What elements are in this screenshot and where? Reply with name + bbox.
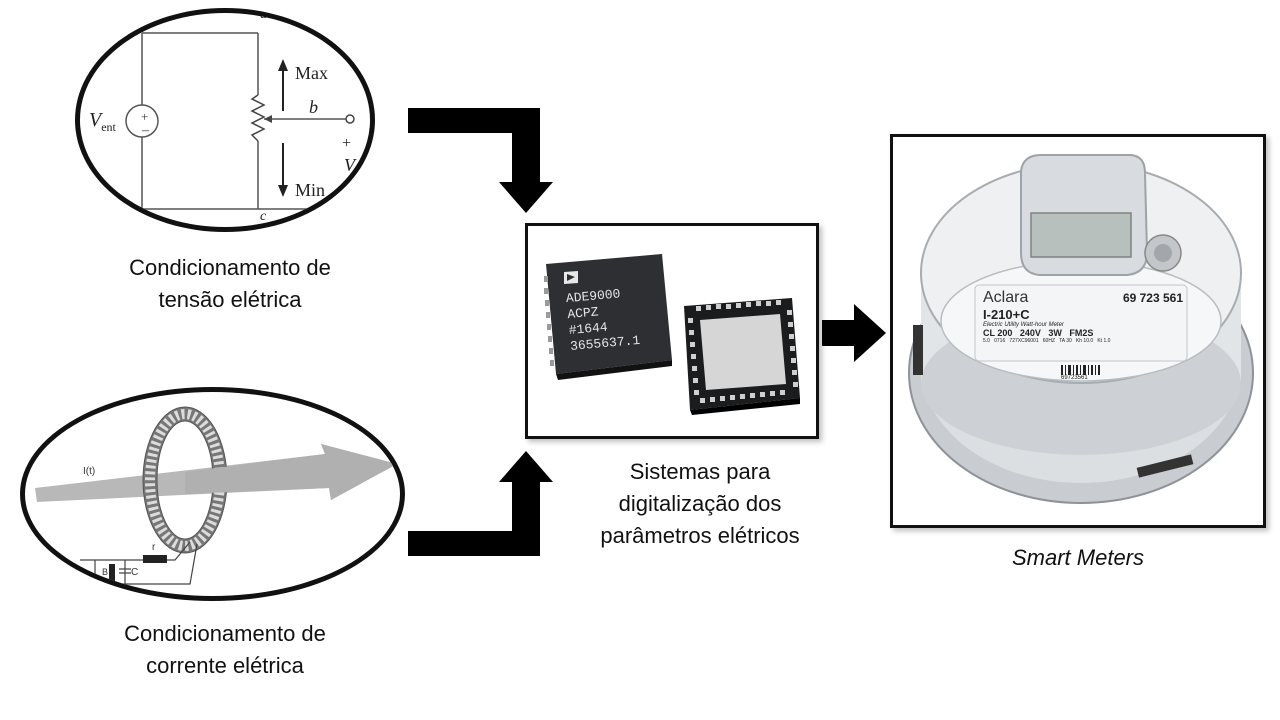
current-caption: Condicionamento de corrente elétrica xyxy=(75,618,375,682)
current-conditioning-ellipse: I(t) r C B xyxy=(20,387,405,601)
current-label: I(t) xyxy=(83,466,96,477)
adc-caption-line1: Sistemas para xyxy=(629,459,771,484)
voltage-caption-line2: tensão elétrica xyxy=(158,287,302,312)
current-caption-line1: Condicionamento de xyxy=(124,621,326,646)
burden-label: B xyxy=(102,567,109,577)
current-transformer-schematic xyxy=(35,406,397,585)
node-a-label: a xyxy=(260,8,267,22)
resistor-label: r xyxy=(152,542,156,553)
meter-label-text: Aclara 69 723 561 I-210+C Electric Utili… xyxy=(983,289,1183,344)
adc-chips-box: ADE9000 ACPZ #1644 3655637.1 xyxy=(525,223,819,439)
max-label: Max xyxy=(295,63,328,83)
source-plus: + xyxy=(141,109,149,124)
ade9000-chip xyxy=(544,254,672,380)
meter-barcode-text: 69723561 xyxy=(1061,375,1088,381)
output-plus: + xyxy=(342,135,352,152)
meter-model: I-210+C xyxy=(983,307,1030,322)
chip-marking: ADE9000 ACPZ #1644 3655637.1 xyxy=(565,285,641,355)
smart-meter-caption: Smart Meters xyxy=(1011,545,1145,570)
top-elbow-arrow xyxy=(408,108,553,213)
node-b-label: b xyxy=(309,97,318,117)
voltage-conditioning-ellipse: + – Vent Max Min b a c + V xyxy=(75,8,375,232)
meter-brand: Aclara xyxy=(983,289,1029,306)
meter-serial: 69 723 561 xyxy=(1122,291,1183,305)
meter-spec-line: CL 200 240V 3W FM2S xyxy=(983,328,1094,338)
right-arrow xyxy=(822,304,886,362)
output-label: V xyxy=(344,155,355,175)
source-minus: – xyxy=(142,123,149,138)
current-caption-line2: corrente elétrica xyxy=(146,653,304,678)
bottom-elbow-arrow xyxy=(408,451,553,556)
meter-spec-small: 5.0 0716 727XC96001 60HZ TA 30 Kh 10.0 K… xyxy=(983,338,1111,344)
voltage-divider-schematic xyxy=(125,32,370,210)
smart-meter-photo xyxy=(908,154,1254,504)
capacitor-label: C xyxy=(131,567,139,578)
node-c-label: c xyxy=(260,209,267,224)
min-label: Min xyxy=(295,180,326,200)
source-label: Vent xyxy=(89,109,116,134)
voltage-caption-line1: Condicionamento de xyxy=(129,255,331,280)
adc-caption: Sistemas para digitalização dos parâmetr… xyxy=(540,456,860,552)
smart-meter-box: Aclara 69 723 561 I-210+C Electric Utili… xyxy=(890,134,1266,528)
voltage-caption: Condicionamento de tensão elétrica xyxy=(80,252,380,316)
chip-underside xyxy=(684,298,800,415)
adc-caption-line3: parâmetros elétricos xyxy=(600,523,800,548)
meter-subtitle: Electric Utility Watt-hour Meter xyxy=(983,322,1064,328)
adc-caption-line2: digitalização dos xyxy=(618,491,782,516)
